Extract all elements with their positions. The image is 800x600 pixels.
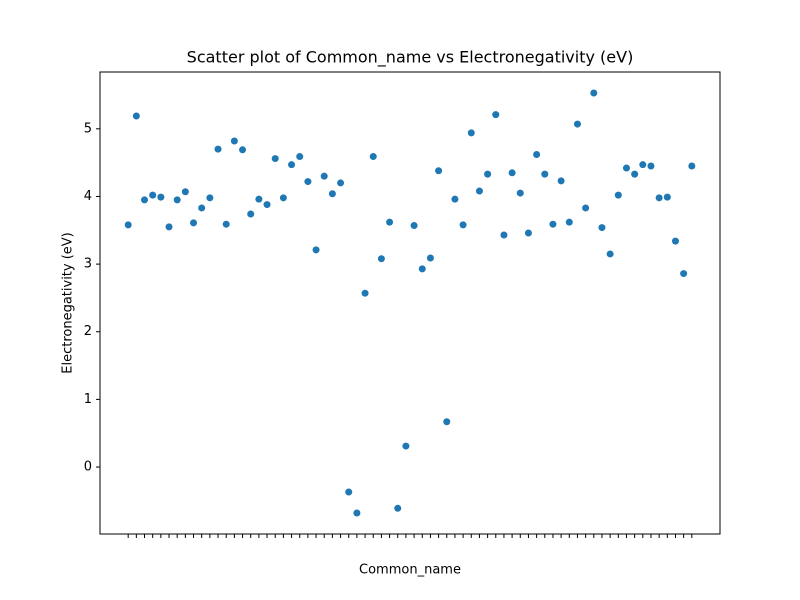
point <box>541 170 549 178</box>
point <box>606 250 614 258</box>
point <box>516 189 524 197</box>
point <box>524 229 532 237</box>
point <box>320 172 328 180</box>
x-axis-label: Common_name <box>359 563 461 578</box>
point <box>475 187 483 195</box>
point <box>410 222 418 230</box>
point <box>402 442 410 450</box>
point <box>304 178 312 186</box>
point <box>361 289 369 297</box>
point <box>173 196 181 204</box>
y-tick-label: 5 <box>84 121 92 136</box>
point <box>247 210 255 218</box>
point <box>508 169 516 177</box>
point <box>312 246 320 254</box>
point <box>345 488 353 496</box>
point <box>614 191 622 199</box>
point <box>598 224 606 232</box>
point <box>435 167 443 175</box>
point <box>622 164 630 172</box>
point <box>165 223 173 231</box>
point <box>296 153 304 161</box>
y-tick-label: 1 <box>84 392 92 407</box>
y-tick-label: 4 <box>84 189 92 204</box>
point <box>582 204 590 212</box>
point <box>565 218 573 226</box>
point <box>353 509 361 517</box>
y-axis-label: Electronegativity (eV) <box>61 232 76 374</box>
point <box>190 219 198 227</box>
point <box>655 194 663 202</box>
point <box>549 220 557 228</box>
point <box>492 111 500 119</box>
point <box>255 195 263 203</box>
point <box>239 146 247 154</box>
y-tick-label: 2 <box>84 324 92 339</box>
point <box>206 194 214 202</box>
point <box>484 170 492 178</box>
point <box>394 504 402 512</box>
point <box>124 221 132 229</box>
point <box>590 89 598 97</box>
point <box>157 193 165 201</box>
point <box>426 254 434 262</box>
point <box>647 162 655 170</box>
point <box>418 265 426 273</box>
point <box>263 201 271 209</box>
point <box>533 151 541 159</box>
point <box>557 177 565 185</box>
point <box>459 221 467 229</box>
plot-frame <box>99 71 721 535</box>
point <box>288 161 296 169</box>
point <box>467 129 475 137</box>
point <box>222 220 230 228</box>
point <box>573 120 581 128</box>
point <box>230 137 238 145</box>
point <box>149 191 157 199</box>
point <box>500 231 508 239</box>
chart-title: Scatter plot of Common_name vs Electrone… <box>187 48 634 68</box>
point <box>279 194 287 202</box>
point <box>337 179 345 187</box>
point <box>132 112 140 120</box>
point <box>639 161 647 169</box>
point <box>663 193 671 201</box>
point <box>328 190 336 198</box>
point <box>680 270 688 278</box>
point <box>443 418 451 426</box>
point <box>214 145 222 153</box>
point <box>688 162 696 170</box>
point <box>631 170 639 178</box>
point <box>141 196 149 204</box>
point <box>198 204 206 212</box>
y-tick-label: 0 <box>84 460 92 475</box>
point <box>271 155 279 163</box>
point <box>181 188 189 196</box>
point <box>671 237 679 245</box>
point <box>451 195 459 203</box>
point <box>369 153 377 161</box>
point <box>377 255 385 263</box>
point <box>386 218 394 226</box>
y-tick-label: 3 <box>84 257 92 272</box>
